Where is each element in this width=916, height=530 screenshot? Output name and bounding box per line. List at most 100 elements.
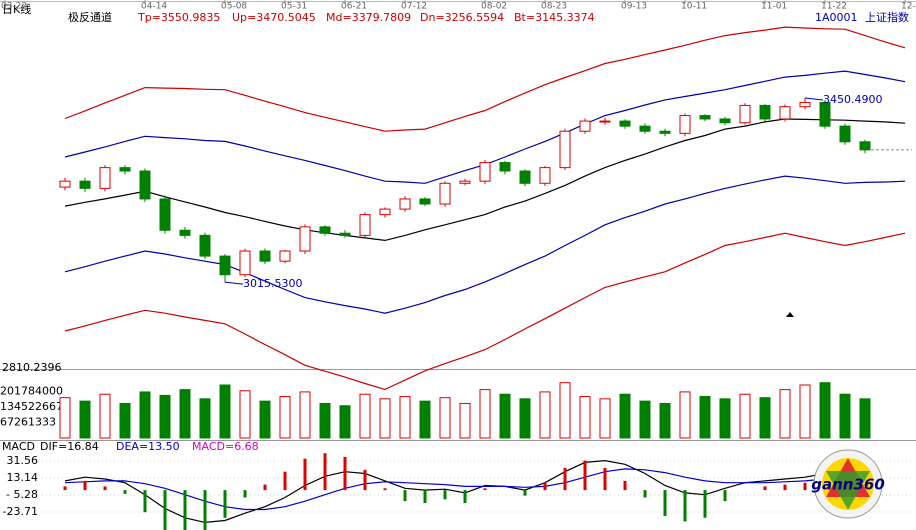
- volume-bar: [739, 393, 751, 439]
- candle-body: [59, 180, 71, 188]
- volume-bar: [759, 397, 771, 439]
- code: 1A0001: [815, 11, 858, 24]
- volume-bar: [799, 384, 811, 439]
- y-tick-label: 13.14: [7, 471, 39, 484]
- marker: [786, 312, 794, 317]
- volume-bar: [679, 391, 691, 439]
- param: Up=3470.5045: [232, 11, 316, 24]
- candle-body: [379, 208, 391, 216]
- candle-body: [779, 106, 791, 120]
- y-tick-label: 67261333: [0, 416, 56, 429]
- candle-body: [319, 226, 331, 234]
- volume-bar: [499, 393, 511, 439]
- annotation-label: 3015.5300: [243, 277, 303, 290]
- volume-bar: [639, 400, 651, 439]
- candle-body: [399, 198, 411, 210]
- y-tick-label: 2810.2396: [2, 361, 62, 374]
- period: 日K线: [2, 2, 31, 16]
- candle-body: [639, 125, 651, 132]
- volume-bar: [319, 402, 331, 439]
- volume-bar: [159, 394, 171, 439]
- y-tick-label: - 5.28: [6, 488, 38, 501]
- volume-bar: [279, 396, 291, 439]
- volume-bar: [699, 396, 711, 439]
- volume-bar: [199, 398, 211, 439]
- volume-bar: [379, 398, 391, 439]
- candle-body: [459, 180, 471, 184]
- param: Tp=3550.9835: [137, 11, 220, 24]
- annotation-label: 3450.4900: [823, 93, 883, 106]
- candle-body: [359, 214, 371, 236]
- candle-body: [339, 232, 351, 236]
- candle-body: [759, 104, 771, 120]
- candle-body: [659, 130, 671, 134]
- param: Md=3379.7809: [326, 11, 411, 24]
- candle-body: [739, 104, 751, 124]
- volume-bar: [339, 405, 351, 439]
- volume-bar: [119, 402, 131, 439]
- index-name: 上证指数: [865, 10, 909, 24]
- y-tick-label: 134522667: [0, 400, 63, 413]
- x-tick-label: 08-02: [481, 2, 507, 12]
- x-tick-label: 10-11: [681, 2, 707, 12]
- x-tick-label: 11-01: [761, 2, 787, 12]
- candle-body: [419, 198, 431, 205]
- band-line: [64, 118, 906, 242]
- volume-bar: [139, 391, 151, 439]
- volume-bar: [839, 393, 851, 439]
- volume-bar: [59, 397, 71, 439]
- volume-bar: [619, 393, 631, 439]
- candle-body: [699, 115, 711, 120]
- y-tick-label: 31.56: [7, 454, 39, 467]
- x-tick-label: 07-12: [401, 2, 427, 12]
- volume-bar: [819, 382, 831, 439]
- candle-body: [719, 118, 731, 124]
- candle-body: [79, 180, 91, 189]
- volume-bar: [479, 389, 491, 439]
- candle-body: [139, 170, 151, 200]
- volume-bar: [659, 402, 671, 439]
- candle-body: [219, 255, 231, 276]
- band-line: [64, 175, 906, 314]
- y-tick-label: -23.71: [3, 505, 38, 518]
- candle-body: [259, 250, 271, 262]
- logo-triangle: [826, 471, 870, 510]
- param: Bt=3145.3374: [514, 11, 595, 24]
- volume-bar: [299, 391, 311, 439]
- volume-bar: [559, 382, 571, 439]
- x-tick-label: 03-22: [1, 2, 27, 12]
- param: Dn=3256.5594: [420, 11, 504, 24]
- candle-body: [819, 101, 831, 127]
- candle-body: [539, 167, 551, 184]
- candle-body: [239, 250, 251, 276]
- x-tick-label: 04-14: [141, 2, 167, 12]
- annotation-line: [224, 281, 244, 285]
- candle-body: [559, 130, 571, 169]
- volume-bar: [439, 397, 451, 439]
- candle-body: [599, 120, 611, 123]
- logo-text: gann360: [811, 476, 885, 494]
- logo: gann360: [811, 449, 885, 519]
- x-tick-label: 09-13: [621, 2, 647, 12]
- candle-body: [279, 250, 291, 262]
- indicator: 极反通道: [68, 10, 112, 24]
- volume-bar: [859, 398, 871, 439]
- volume-bar: [419, 400, 431, 439]
- candle-body: [499, 162, 511, 172]
- candle-body: [679, 115, 691, 134]
- macd-label: DIF=16.84: [40, 440, 99, 453]
- candle-body: [859, 141, 871, 151]
- volume-bar: [719, 398, 731, 439]
- volume-bar: [519, 398, 531, 439]
- candle-body: [799, 101, 811, 108]
- candle-body: [159, 198, 171, 231]
- annotation-line: [804, 97, 824, 101]
- candle-body: [839, 125, 851, 143]
- volume-bar: [219, 384, 231, 439]
- candle-body: [119, 167, 131, 172]
- x-tick-label: 12-13: [901, 2, 916, 12]
- candle-body: [619, 120, 631, 127]
- band-line: [64, 232, 906, 391]
- x-tick-label: 06-21: [341, 2, 367, 12]
